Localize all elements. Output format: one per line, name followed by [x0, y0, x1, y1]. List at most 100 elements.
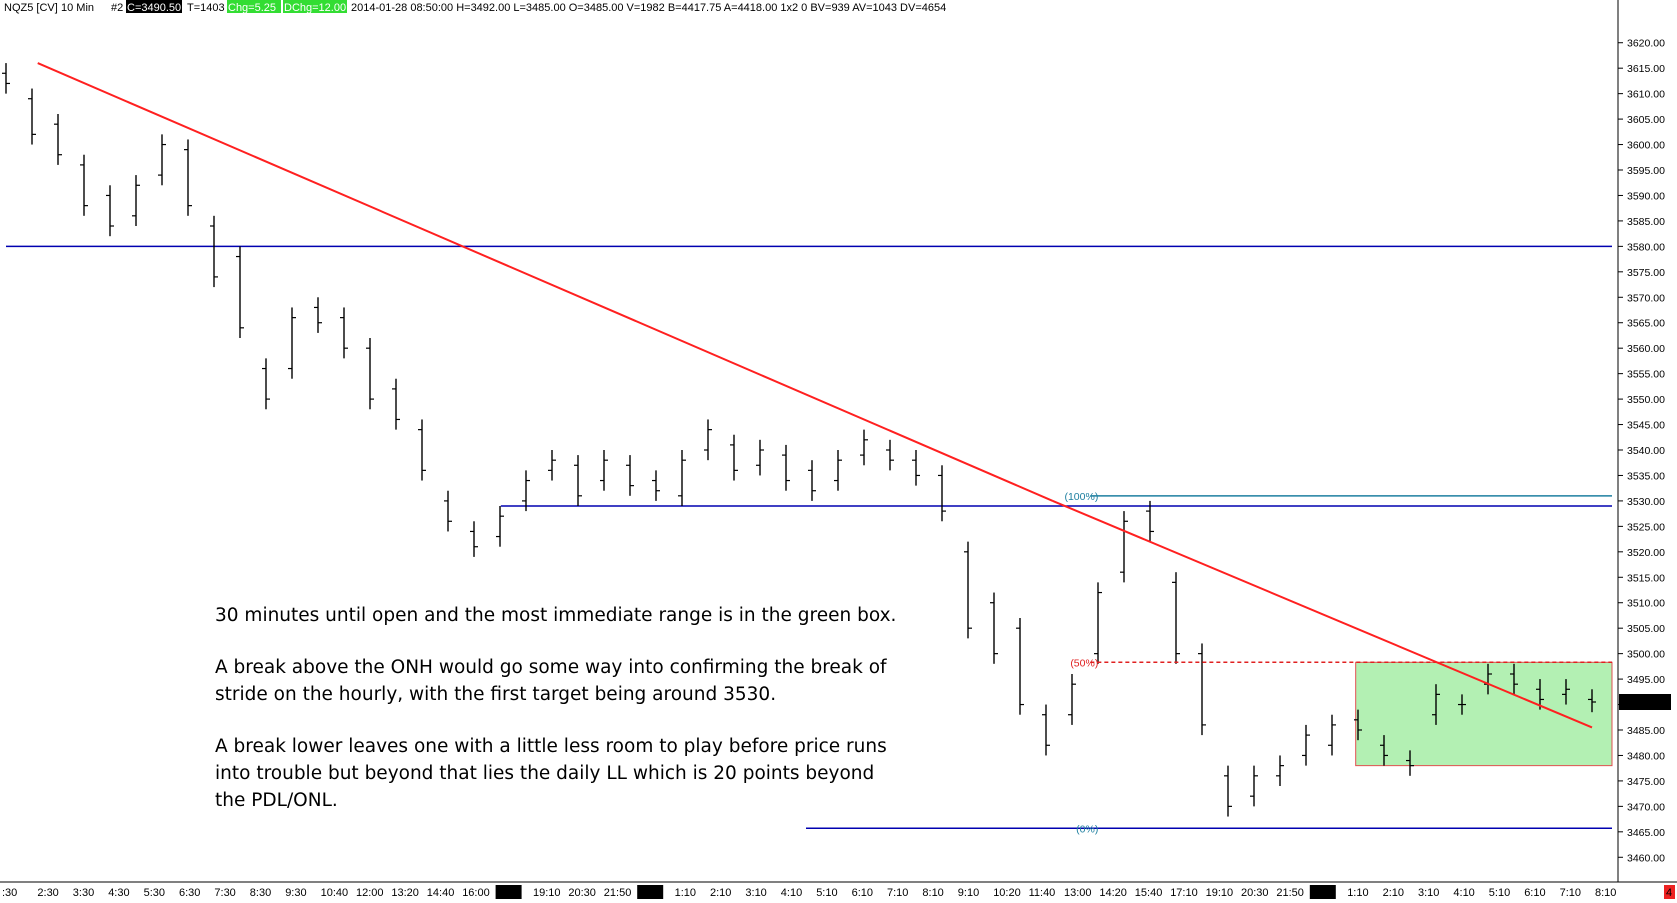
last-price-label: 3490.50 [1622, 697, 1660, 709]
header-chg: Chg=5.25 [228, 2, 276, 14]
annotation-line-3: stride on the hourly, with the first tar… [215, 684, 776, 705]
header-symbol: NQZ5 [CV] [4, 2, 58, 14]
x-tick-label: 8:10 [1595, 887, 1616, 899]
corner-badge-bg [1664, 885, 1675, 899]
y-tick-label: 3590.00 [1627, 190, 1665, 202]
header-interval: 10 Min [61, 2, 94, 14]
x-date-marker [495, 885, 522, 899]
y-tick-label: 3510.00 [1627, 598, 1665, 610]
y-tick-label: 3485.00 [1627, 725, 1665, 737]
y-tick-label: 3475.00 [1627, 776, 1665, 788]
price-bars [2, 63, 1596, 817]
y-tick-label: 3520.00 [1627, 547, 1665, 559]
y-tick-label: 3570.00 [1627, 292, 1665, 304]
x-tick-label: 7:10 [887, 887, 908, 899]
y-tick-label: 3545.00 [1627, 420, 1665, 432]
x-tick-label: 3:10 [745, 887, 766, 899]
annotation-line-1: 30 minutes until open and the most immed… [215, 605, 896, 626]
fib-label: (100%) [1064, 491, 1098, 503]
x-tick-label: 6:10 [1524, 887, 1545, 899]
x-tick-label: 5:10 [1489, 887, 1510, 899]
x-tick-label: 3:30 [73, 887, 94, 899]
x-tick-label: 20:30 [568, 887, 596, 899]
x-tick-label: 12:00 [356, 887, 384, 899]
x-tick-label: 6:30 [179, 887, 200, 899]
x-tick-label: 7:10 [1560, 887, 1581, 899]
x-tick-label: 16:00 [462, 887, 490, 899]
header-chart-no: #2 [111, 2, 123, 14]
fib-retracement: (100%) (50%) (0%) [806, 491, 1612, 835]
x-tick-label: 1-28 [1312, 887, 1334, 899]
y-tick-label: 3585.00 [1627, 216, 1665, 228]
x-axis: :30 2:30 3:30 4:30 5:30 6:30 7:30 8:30 9:30 10:40… [2, 885, 1616, 899]
x-tick-label: 8:30 [250, 887, 271, 899]
header-close-bg [126, 0, 182, 13]
x-tick-label: 19:10 [533, 887, 561, 899]
x-tick-label: 4:10 [1453, 887, 1474, 899]
x-tick-label: 9:10 [958, 887, 979, 899]
y-tick-label: 3460.00 [1627, 852, 1665, 864]
x-tick-label: 5:10 [816, 887, 837, 899]
y-tick-label: 3465.00 [1627, 827, 1665, 839]
y-tick-label: 3470.00 [1627, 801, 1665, 813]
fib-label: (50%) [1070, 657, 1098, 669]
annotation-line-4: A break lower leaves one with a little l… [215, 736, 887, 757]
y-tick-label: 3525.00 [1627, 521, 1665, 533]
annotation-line-2: A break above the ONH would go some way … [215, 657, 887, 678]
x-tick-label: 21:50 [604, 887, 632, 899]
last-price-bg [1619, 694, 1671, 710]
y-tick-label: 3540.00 [1627, 445, 1665, 457]
corner-badge: 4 [1666, 887, 1672, 899]
x-tick-label: 3:10 [1418, 887, 1439, 899]
x-tick-label: 9:30 [285, 887, 306, 899]
y-tick-label: 3550.00 [1627, 394, 1665, 406]
y-tick-label: 3500.00 [1627, 649, 1665, 661]
x-tick-label: 14:40 [427, 887, 455, 899]
y-tick-label: 3515.00 [1627, 572, 1665, 584]
y-tick-label: 3620.00 [1627, 38, 1665, 50]
y-tick-label: 3575.00 [1627, 267, 1665, 279]
x-tick-label: 2:10 [710, 887, 731, 899]
header-dchg: DChg=12.00 [284, 2, 346, 14]
y-tick-label: 3565.00 [1627, 318, 1665, 330]
chart-header: NQZ5 [CV] 10 Min #2 C=3490.50 T=1403 Chg… [4, 0, 946, 14]
header-ticks: T=1403 [187, 2, 225, 14]
y-tick-label: 3505.00 [1627, 623, 1665, 635]
x-tick-label: 4:10 [781, 887, 802, 899]
y-tick-label: 3580.00 [1627, 241, 1665, 253]
y-tick-label: 3495.00 [1627, 674, 1665, 686]
header-chg-bg [227, 0, 281, 13]
x-tick-label: 13:20 [391, 887, 419, 899]
x-tick-label: 14:20 [1099, 887, 1127, 899]
x-tick-label: 6:10 [852, 887, 873, 899]
header-dchg-bg [283, 0, 347, 13]
y-tick-label: 3600.00 [1627, 140, 1665, 152]
y-axis: 3620.00 3615.00 3610.00 3605.00 3600.00 3595.… [1618, 38, 1665, 864]
horizontal-levels [6, 245, 1612, 507]
y-tick-label: 3595.00 [1627, 165, 1665, 177]
x-tick-label: 13:00 [1064, 887, 1092, 899]
x-tick-label: 1-27 [639, 887, 661, 899]
y-tick-label: 3560.00 [1627, 343, 1665, 355]
fib-label: (0%) [1076, 823, 1098, 835]
header-info: 2014-01-28 08:50:00 H=3492.00 L=3485.00 … [351, 2, 946, 14]
x-tick-label: 10:20 [993, 887, 1021, 899]
header-close: C=3490.50 [127, 2, 181, 14]
x-tick-label: 5:30 [144, 887, 165, 899]
y-tick-label: 3555.00 [1627, 369, 1665, 381]
trendlines [37, 62, 1593, 729]
x-tick-label: 8:10 [922, 887, 943, 899]
x-date-marker [1309, 885, 1336, 899]
x-tick-label: 15:40 [1135, 887, 1163, 899]
x-tick-label: 1:10 [675, 887, 696, 899]
x-tick-label: 1:10 [1347, 887, 1368, 899]
x-tick-label: 11:40 [1029, 887, 1056, 899]
x-tick-label: 7:30 [214, 887, 235, 899]
x-tick-label: :30 [2, 887, 17, 899]
x-tick-label: 4:30 [108, 887, 129, 899]
y-tick-label: 3530.00 [1627, 496, 1665, 508]
x-tick-label: 2:10 [1383, 887, 1404, 899]
x-tick-label: 17:10 [1170, 887, 1198, 899]
trendline-lower [1052, 499, 1593, 729]
